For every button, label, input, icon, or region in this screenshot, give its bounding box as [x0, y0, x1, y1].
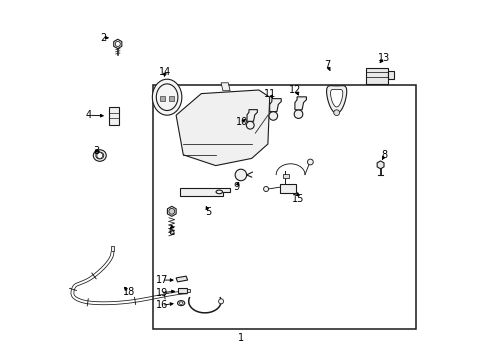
Text: 2: 2	[100, 33, 106, 43]
Circle shape	[97, 153, 102, 158]
Polygon shape	[376, 161, 383, 169]
Circle shape	[235, 169, 246, 181]
Ellipse shape	[93, 150, 106, 161]
Bar	[387, 71, 393, 79]
Circle shape	[218, 299, 223, 304]
Circle shape	[268, 112, 277, 120]
Circle shape	[307, 159, 313, 165]
Polygon shape	[176, 90, 269, 166]
Circle shape	[294, 110, 302, 118]
Polygon shape	[176, 276, 187, 282]
Text: 7: 7	[324, 60, 330, 70]
Text: 18: 18	[122, 287, 134, 297]
Circle shape	[333, 110, 339, 116]
Polygon shape	[269, 99, 281, 112]
Bar	[168, 96, 173, 101]
Text: 5: 5	[205, 207, 211, 217]
Circle shape	[263, 186, 268, 192]
Ellipse shape	[96, 152, 103, 159]
Polygon shape	[330, 90, 342, 107]
Text: 11: 11	[264, 89, 276, 99]
Bar	[110, 246, 114, 251]
Text: 8: 8	[381, 150, 387, 160]
Text: 17: 17	[155, 275, 167, 285]
Text: 16: 16	[155, 300, 167, 310]
Bar	[152, 85, 415, 329]
Polygon shape	[246, 110, 257, 121]
Text: 10: 10	[235, 117, 247, 127]
Circle shape	[246, 121, 254, 129]
Polygon shape	[221, 83, 230, 91]
Polygon shape	[167, 206, 176, 216]
Bar	[177, 288, 186, 293]
Bar	[366, 68, 387, 84]
Bar	[109, 107, 119, 125]
Polygon shape	[180, 188, 230, 196]
Circle shape	[168, 208, 174, 214]
Text: 15: 15	[291, 194, 304, 204]
Text: 6: 6	[168, 227, 175, 237]
Text: 13: 13	[377, 53, 389, 63]
Polygon shape	[114, 39, 122, 49]
Polygon shape	[326, 86, 346, 113]
Bar	[282, 174, 288, 178]
Ellipse shape	[179, 302, 183, 304]
Text: 19: 19	[155, 288, 167, 298]
Bar	[279, 184, 295, 193]
Ellipse shape	[152, 79, 182, 115]
Ellipse shape	[216, 190, 222, 194]
Circle shape	[115, 41, 120, 46]
Bar	[160, 96, 164, 101]
Text: 14: 14	[159, 67, 171, 77]
Text: 4: 4	[86, 110, 92, 120]
Text: 1: 1	[237, 333, 244, 343]
Text: 3: 3	[93, 146, 99, 156]
Text: 12: 12	[289, 85, 301, 95]
Ellipse shape	[177, 301, 184, 306]
Text: 9: 9	[233, 182, 239, 192]
Polygon shape	[294, 97, 306, 110]
Bar	[186, 289, 189, 292]
